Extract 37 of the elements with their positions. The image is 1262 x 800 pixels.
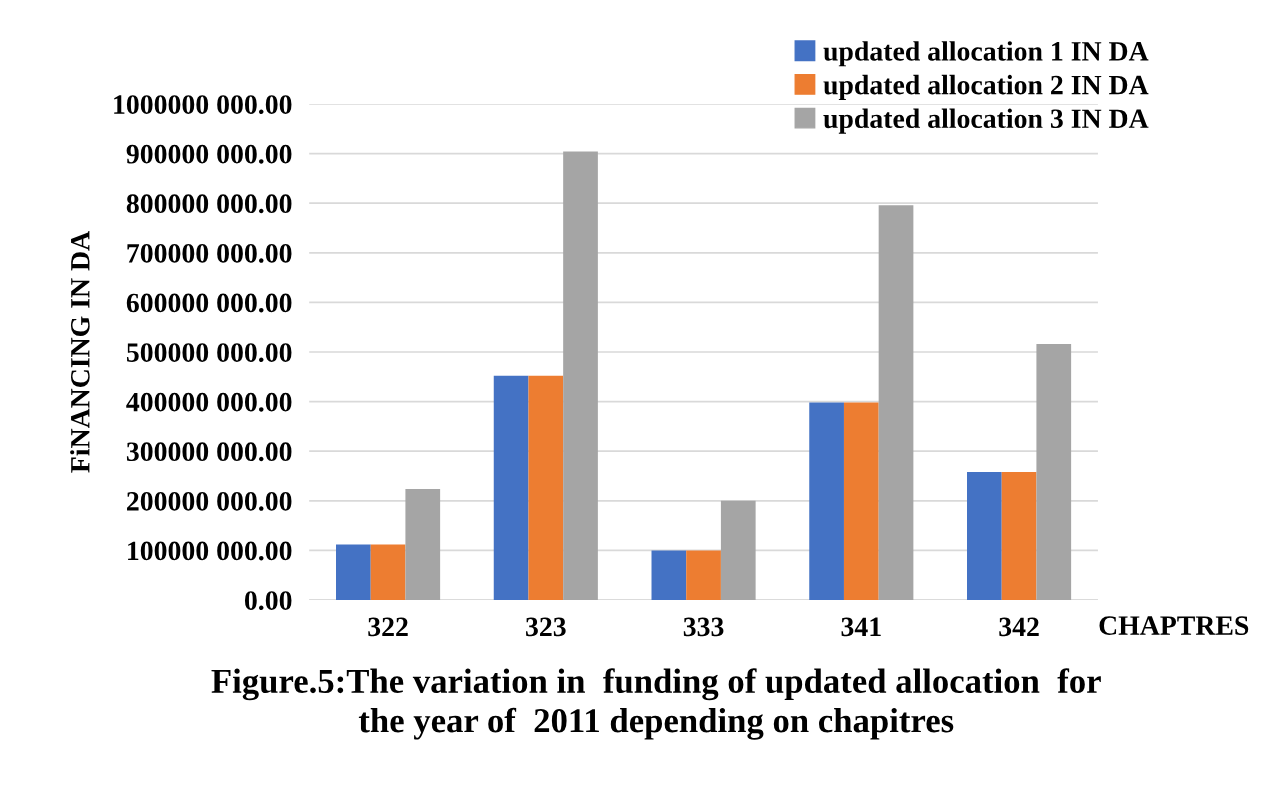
x-tick-label: 342 <box>999 617 1039 637</box>
bar <box>651 550 687 600</box>
x-tick-label: 322 <box>368 617 408 637</box>
bar <box>686 550 721 600</box>
y-tick-label: 900000 000.00 <box>126 144 292 164</box>
legend-label: updated allocation 3 IN DA <box>823 108 1149 134</box>
bar <box>720 500 756 600</box>
bar <box>1036 344 1072 600</box>
bar <box>878 205 914 600</box>
y-tick-label: 400000 000.00 <box>126 392 292 412</box>
bar <box>563 151 598 600</box>
y-tick-label: 700000 000.00 <box>127 243 292 263</box>
bar <box>405 488 441 600</box>
x-tick-label: 323 <box>526 617 566 637</box>
y-tick-label: 200000 000.00 <box>127 491 292 511</box>
y-tick-label: 100000 000.00 <box>128 541 292 561</box>
text: Figure.5:The variation in funding of updated allocation for the year of 2011 depending on chapitres <box>211 668 1101 740</box>
x-axis-title: CHAPTRES <box>1099 616 1249 635</box>
legend-label: updated allocation 2 IN DA <box>823 74 1149 101</box>
bar <box>370 544 406 600</box>
bar <box>1001 472 1037 600</box>
legend-label: updated allocation 1 IN DA <box>823 41 1149 67</box>
bar <box>967 472 1002 600</box>
y-tick-label: 0.00 <box>244 591 292 611</box>
bar <box>843 402 879 600</box>
y-tick-label: 800000 000.00 <box>126 194 292 214</box>
bar <box>493 375 529 600</box>
y-tick-label: 300000 000.00 <box>126 442 292 462</box>
y-axis-title: FiNANCING IN DA <box>70 231 90 473</box>
x-tick-label: 333 <box>683 617 724 637</box>
bar <box>336 544 371 600</box>
x-tick-label: 341 <box>841 617 881 637</box>
bar <box>528 375 564 600</box>
bar <box>809 402 844 600</box>
y-tick-label: 1000000 000.00 <box>114 95 292 115</box>
y-tick-label: 500000 000.00 <box>126 343 292 363</box>
y-tick-label: 600000 000.00 <box>126 293 292 313</box>
